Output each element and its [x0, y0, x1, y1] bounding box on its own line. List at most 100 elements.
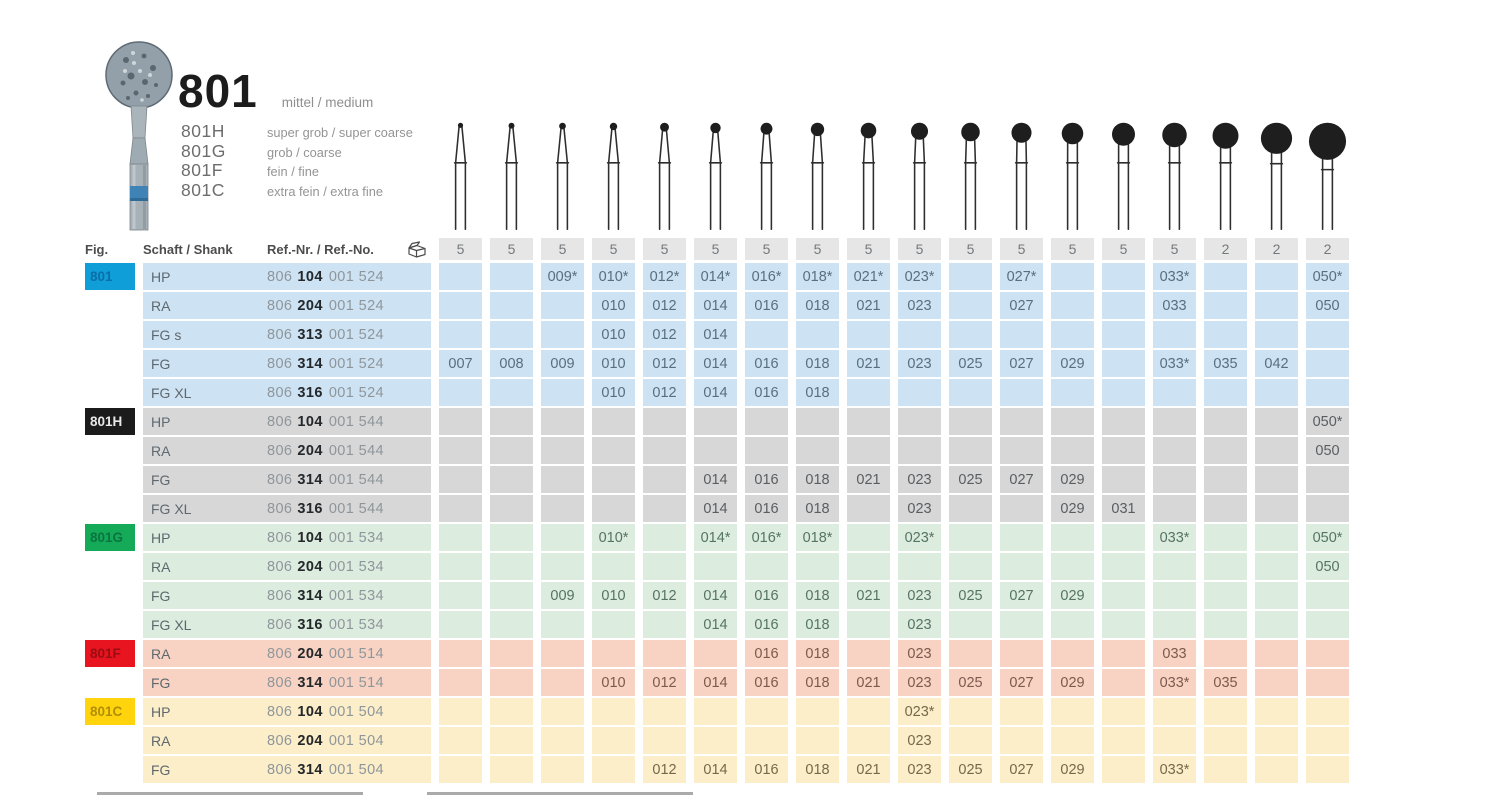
- size-cell: [1051, 437, 1094, 464]
- size-cell: 018*: [796, 524, 839, 551]
- size-cell: [847, 698, 890, 725]
- ref-prefix: 806: [267, 645, 293, 662]
- size-cell: 014: [694, 350, 737, 377]
- shank-ref-band: FG s 806 313 001 524: [143, 321, 431, 348]
- size-cell: [1051, 611, 1094, 638]
- size-cell: 023: [898, 350, 941, 377]
- size-cell: 035: [1204, 350, 1247, 377]
- fig-cell-empty: [85, 756, 135, 783]
- size-cell: [847, 553, 890, 580]
- variant-grit: extra fein / extra fine: [267, 183, 383, 199]
- size-cell: 029: [1051, 756, 1094, 783]
- size-cell: [1306, 350, 1349, 377]
- shank-ref-band: FG 806 314 001 524: [143, 350, 431, 377]
- size-cell: [643, 524, 686, 551]
- pack-quantity-cell: 5: [541, 238, 584, 260]
- size-cell: 023*: [898, 263, 941, 290]
- size-cell: 025: [949, 582, 992, 609]
- size-cell: [541, 495, 584, 522]
- size-cell: 016: [745, 640, 788, 667]
- ref-number: 806 316 001 534: [267, 617, 384, 633]
- size-cell: [1153, 437, 1196, 464]
- fig-column-header: Fig.: [85, 241, 109, 257]
- ref-bold: 104: [297, 413, 323, 430]
- size-cell: [796, 727, 839, 754]
- bur-icon-cell: [949, 117, 992, 234]
- ref-bold: 104: [297, 268, 323, 285]
- size-cell: 018: [796, 640, 839, 667]
- size-cell: [490, 727, 533, 754]
- size-cell: 029: [1051, 495, 1094, 522]
- size-cell: 018: [796, 669, 839, 696]
- size-cell: [694, 437, 737, 464]
- size-cell: [949, 727, 992, 754]
- size-cell: 023: [898, 466, 941, 493]
- series-variant: 801H super grob / super coarse: [181, 121, 413, 141]
- size-cell: 021: [847, 466, 890, 493]
- size-cell: [1153, 582, 1196, 609]
- size-cell: [1153, 495, 1196, 522]
- size-cell: [643, 611, 686, 638]
- size-cell: [1255, 640, 1298, 667]
- size-cell: [1306, 756, 1349, 783]
- shank-ref-band: HP 806 104 001 504: [143, 698, 431, 725]
- size-cell: 018: [796, 466, 839, 493]
- fig-cell-empty: [85, 611, 135, 638]
- ref-prefix: 806: [267, 413, 293, 430]
- size-cell: [643, 640, 686, 667]
- size-cell: 023: [898, 495, 941, 522]
- bur-icon-cell: [1153, 117, 1196, 234]
- size-cell: [490, 495, 533, 522]
- size-cell: [1306, 321, 1349, 348]
- size-cell: [1204, 321, 1247, 348]
- size-cell: [1102, 640, 1145, 667]
- size-cell: [1102, 292, 1145, 319]
- size-cell: 010: [592, 669, 635, 696]
- size-cell: 018: [796, 756, 839, 783]
- ref-suffix: 001 514: [328, 645, 385, 662]
- variant-code: 801G: [181, 140, 226, 161]
- size-cell: 027: [1000, 350, 1043, 377]
- pack-quantity-cell: 5: [694, 238, 737, 260]
- shank-label: FG: [151, 587, 171, 604]
- shank-ref-band: HP 806 104 001 524: [143, 263, 431, 290]
- size-cell: [643, 727, 686, 754]
- series-title: 801: [178, 65, 258, 117]
- size-cell: [949, 292, 992, 319]
- shank-ref-band: FG XL 806 316 001 534: [143, 611, 431, 638]
- size-cell: 023: [898, 292, 941, 319]
- table-row: RA 806 204 001 504 023: [85, 727, 1349, 754]
- shank-label: RA: [151, 645, 171, 662]
- size-cell: 012: [643, 669, 686, 696]
- shank-label: HP: [151, 268, 171, 285]
- ref-bold: 204: [297, 558, 323, 575]
- series-variant: 801G grob / coarse: [181, 141, 413, 161]
- shank-label: FG XL: [151, 616, 192, 633]
- shank-ref-band: RA 806 204 001 524: [143, 292, 431, 319]
- size-cell: [1051, 408, 1094, 435]
- fig-chip-801G: 801G: [85, 524, 135, 551]
- shank-label: FG: [151, 355, 171, 372]
- size-cell: 023*: [898, 524, 941, 551]
- variant-grit: fein / fine: [267, 164, 319, 180]
- pack-quantity-cell: 5: [1000, 238, 1043, 260]
- ref-bold: 104: [297, 529, 323, 546]
- size-cell: 023: [898, 727, 941, 754]
- size-cell: [541, 437, 584, 464]
- table-row: RA 806 204 001 524 010 012 014 016 018 021 023 027 0…: [85, 292, 1349, 319]
- size-cell: [949, 263, 992, 290]
- size-cell: 016*: [745, 524, 788, 551]
- size-cell: [439, 379, 482, 406]
- size-cell: 033: [1153, 292, 1196, 319]
- size-cell: [1000, 553, 1043, 580]
- size-cell: [847, 727, 890, 754]
- package-icon: [408, 240, 426, 258]
- size-cell: [1153, 321, 1196, 348]
- size-cell: [898, 553, 941, 580]
- fig-cell-empty: [85, 321, 135, 348]
- size-cell: 021: [847, 756, 890, 783]
- fig-cell-empty: [85, 379, 135, 406]
- ref-bold: 314: [297, 587, 323, 604]
- ref-suffix: 001 534: [328, 529, 385, 546]
- ref-suffix: 001 504: [328, 703, 385, 720]
